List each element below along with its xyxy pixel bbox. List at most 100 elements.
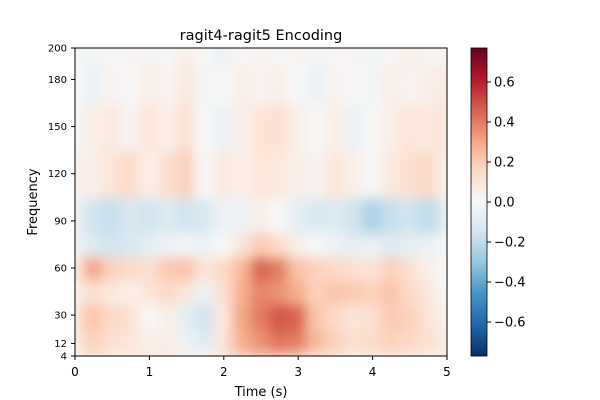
heatmap-cell — [269, 102, 290, 152]
heatmap-cell — [157, 149, 179, 199]
heatmap-cell — [436, 62, 447, 104]
heatmap-cell — [232, 302, 253, 331]
heatmap-cell — [120, 231, 142, 258]
heatmap-cell — [343, 278, 365, 305]
heatmap-cell — [325, 278, 346, 305]
heatmap-cell — [232, 255, 253, 281]
heatmap-cell — [194, 255, 216, 281]
heatmap — [75, 48, 447, 356]
x-tick-label: 1 — [146, 365, 154, 379]
heatmap-cell — [380, 102, 402, 152]
heatmap-cell — [325, 255, 346, 281]
heatmap-cell — [362, 278, 383, 305]
colorbar-tick-label: 0.2 — [494, 156, 515, 171]
colorbar-tick-label: −0.4 — [494, 276, 526, 291]
heatmap-cell — [399, 231, 421, 258]
heatmap-cell — [83, 302, 104, 331]
heatmap-cell — [343, 348, 365, 356]
heatmap-cell — [194, 149, 216, 199]
heatmap-cell — [101, 102, 123, 152]
heatmap-cell — [213, 302, 235, 331]
heatmap-cell — [139, 348, 160, 356]
heatmap-cell — [176, 348, 197, 356]
colorbar: −0.6 −0.4 −0.2 0.0 0.2 0.4 0.6 — [470, 47, 526, 357]
heatmap-cell — [101, 62, 123, 104]
colorbar-tick-label: −0.6 — [494, 316, 526, 331]
heatmap-cell — [232, 149, 253, 199]
heatmap-cell — [232, 328, 253, 351]
heatmap-cell — [120, 302, 142, 331]
heatmap-cell — [380, 302, 402, 331]
heatmap-cell — [362, 196, 383, 234]
heatmap-cell — [343, 302, 365, 331]
heatmap-cell — [380, 255, 402, 281]
heatmap-cell — [325, 48, 346, 65]
heatmap-cell — [120, 196, 142, 234]
heatmap-cell — [194, 278, 216, 305]
heatmap-cell — [157, 102, 179, 152]
heatmap-cell — [157, 328, 179, 351]
heatmap-cell — [232, 278, 253, 305]
x-tick-label: 5 — [443, 365, 451, 379]
heatmap-cell — [101, 348, 123, 356]
heatmap-cell — [436, 102, 447, 152]
heatmap-cell — [157, 62, 179, 104]
heatmap-cell — [176, 278, 197, 305]
heatmap-cell — [139, 48, 160, 65]
heatmap-cell — [232, 48, 253, 65]
heatmap-cell — [306, 102, 328, 152]
heatmap-cell — [232, 102, 253, 152]
heatmap-cell — [250, 255, 272, 281]
x-tick-label: 4 — [369, 365, 377, 379]
heatmap-cell — [436, 278, 447, 305]
heatmap-cell — [194, 302, 216, 331]
heatmap-cell — [287, 302, 309, 331]
heatmap-cell — [176, 231, 197, 258]
heatmap-cell — [176, 102, 197, 152]
colorbar-tick-label: 0.6 — [494, 76, 515, 91]
heatmap-cell — [75, 231, 86, 258]
heatmap-cell — [269, 348, 290, 356]
heatmap-cell — [287, 231, 309, 258]
heatmap-cell — [157, 348, 179, 356]
heatmap-cell — [362, 102, 383, 152]
heatmap-cell — [436, 302, 447, 331]
heatmap-cell — [75, 62, 86, 104]
heatmap-cell — [213, 328, 235, 351]
heatmap-cell — [83, 48, 104, 65]
heatmap-cell — [83, 348, 104, 356]
heatmap-cell — [325, 62, 346, 104]
heatmap-cell — [362, 62, 383, 104]
heatmap-cell — [269, 255, 290, 281]
heatmap-cell — [380, 278, 402, 305]
heatmap-cell — [75, 102, 86, 152]
heatmap-cell — [139, 62, 160, 104]
heatmap-cell — [83, 328, 104, 351]
x-tick-label: 2 — [220, 365, 228, 379]
y-tick-label: 150 — [48, 122, 67, 133]
heatmap-cell — [399, 278, 421, 305]
heatmap-cell — [380, 48, 402, 65]
heatmap-cell — [157, 196, 179, 234]
heatmap-cell — [83, 102, 104, 152]
heatmap-cell — [399, 255, 421, 281]
heatmap-cell — [157, 48, 179, 65]
y-tick-label: 30 — [54, 311, 67, 322]
heatmap-cell — [287, 328, 309, 351]
heatmap-cell — [75, 278, 86, 305]
heatmap-cell — [269, 328, 290, 351]
heatmap-cell — [194, 196, 216, 234]
heatmap-cell — [120, 255, 142, 281]
heatmap-cell — [232, 348, 253, 356]
heatmap-cell — [306, 48, 328, 65]
heatmap-cell — [139, 149, 160, 199]
heatmap-cell — [436, 48, 447, 65]
heatmap-cell — [250, 302, 272, 331]
heatmap-cell — [325, 302, 346, 331]
y-tick-label: 180 — [48, 75, 67, 86]
colorbar-tick-label: 0.0 — [494, 196, 515, 211]
heatmap-cell — [325, 149, 346, 199]
heatmap-cell — [157, 302, 179, 331]
heatmap-cell — [399, 196, 421, 234]
